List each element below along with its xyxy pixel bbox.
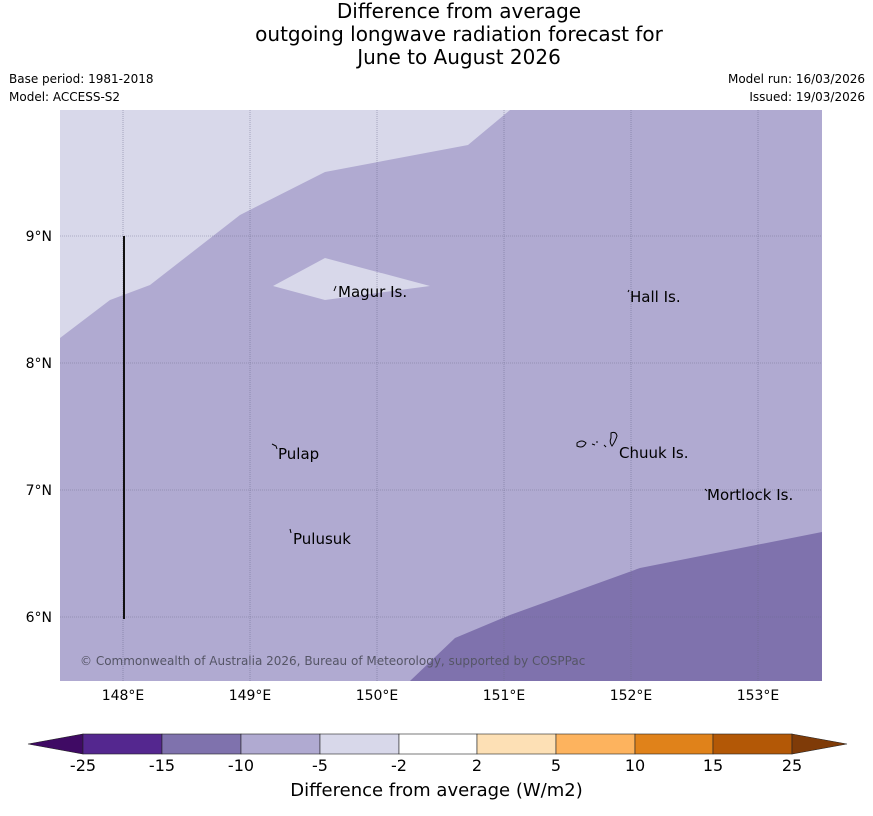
colorbar-label-10: 25 [781, 756, 803, 775]
colorbar [27, 733, 848, 755]
model-run: Model run: 16/03/2026 [727, 72, 865, 86]
chuuk-island-shape [576, 431, 618, 448]
place-labels: Magur Is. Hall Is. Pulap Chuuk Is. Mortl… [278, 283, 793, 548]
colorbar-bin-8 [634, 733, 714, 755]
band-minus15-to-minus10 [410, 532, 822, 681]
place-label-mortlock: Mortlock Is. [707, 486, 793, 504]
lon-label-150: 150°E [356, 688, 399, 704]
meta-left: Base period: 1981-2018 Model: ACCESS-S2 [9, 70, 154, 106]
colorbar-bin-5 [398, 733, 478, 755]
band-minus5-to-minus2 [60, 110, 510, 338]
islands [271, 285, 708, 534]
place-label-hall: Hall Is. [630, 288, 681, 306]
colorbar-extend-low [27, 733, 84, 755]
colorbar-label-6: 2 [471, 756, 483, 775]
colorbar-label-3: -10 [227, 756, 255, 775]
colorbar-bin-1 [82, 733, 163, 755]
colorbar-label-5: -2 [391, 756, 407, 775]
grid-lines [60, 110, 822, 681]
pulusuk-island-shape [289, 528, 292, 534]
band-minus5-patch [273, 258, 430, 300]
base-period: Base period: 1981-2018 [9, 72, 154, 86]
lat-label-8: 8°N [26, 356, 52, 372]
title-line-3: June to August 2026 [357, 45, 561, 69]
model-name: Model: ACCESS-S2 [9, 90, 121, 104]
title-line-1: Difference from average [336, 0, 582, 23]
issued-date: Issued: 19/03/2026 [749, 90, 865, 104]
colorbar-label-9: 15 [702, 756, 724, 775]
lon-label-149: 149°E [229, 688, 272, 704]
colorbar-label-4: -5 [312, 756, 328, 775]
place-label-chuuk: Chuuk Is. [619, 444, 688, 462]
colorbar-bin-4 [319, 733, 400, 755]
lat-label-9: 9°N [26, 229, 52, 245]
lat-label-7: 7°N [26, 483, 52, 499]
meta-right: Model run: 16/03/2026 Issued: 19/03/2026 [728, 70, 865, 106]
title-line-2: outgoing longwave radiation forecast for [255, 22, 663, 46]
place-label-pulap: Pulap [278, 445, 319, 463]
pulap-island-shape [271, 443, 278, 450]
place-label-pulusuk: Pulusuk [293, 530, 351, 548]
magur-island-shape [333, 285, 337, 292]
mortlock-island-shape [704, 488, 708, 492]
lon-tick-labels: 148°E 149°E 150°E 151°E 152°E 153°E [102, 688, 780, 704]
colorbar-bin-9 [712, 733, 793, 755]
place-label-magur: Magur Is. [338, 283, 407, 301]
lon-label-151: 151°E [483, 688, 526, 704]
colorbar-bin-7 [555, 733, 636, 755]
map-area: Magur Is. Hall Is. Pulap Chuuk Is. Mortl… [60, 110, 822, 681]
lat-label-6: 6°N [26, 610, 52, 626]
colorbar-bin-2 [161, 733, 242, 755]
lon-label-152: 152°E [610, 688, 653, 704]
colorbar-label-8: 10 [624, 756, 646, 775]
hall-island-shape [627, 289, 630, 293]
lon-label-153: 153°E [737, 688, 780, 704]
map-title: Difference from average outgoing longwav… [0, 0, 873, 69]
copyright-text: © Commonwealth of Australia 2026, Bureau… [80, 654, 585, 668]
colorbar-extend-high [791, 733, 848, 755]
lon-label-148: 148°E [102, 688, 145, 704]
colorbar-label-2: -15 [148, 756, 176, 775]
colorbar-bin-6 [476, 733, 557, 755]
colorbar-bin-3 [240, 733, 321, 755]
colorbar-label-7: 5 [550, 756, 562, 775]
lat-tick-labels: 9°N 8°N 7°N 6°N [26, 229, 52, 626]
colorbar-label-1: -25 [69, 756, 97, 775]
colorbar-title: Difference from average (W/m2) [290, 780, 583, 801]
